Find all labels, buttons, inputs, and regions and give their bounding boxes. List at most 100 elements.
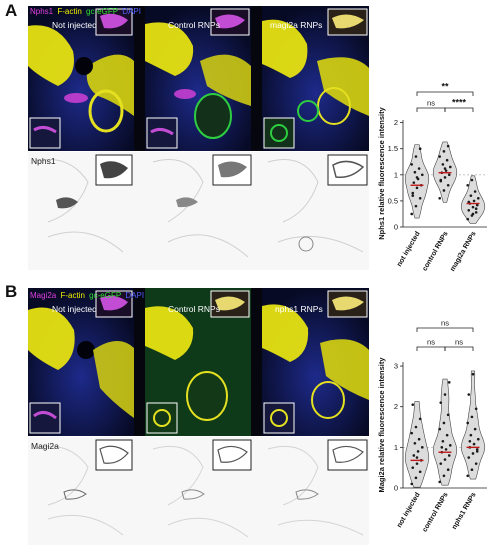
data-point [415,186,419,190]
y-tick-label: 2 [394,402,398,411]
data-point [471,205,475,209]
stain-nphs1: Nphs1 [30,7,54,16]
significance-bracket [416,107,446,112]
data-point [475,203,479,207]
data-point [418,417,422,421]
significance-bracket [416,91,474,96]
data-point [470,415,474,419]
data-point [475,450,479,453]
data-point [474,462,478,465]
stain-legend-b: Magi2a F-actin gc-eGFP DAPI [30,291,146,300]
condition-label-a-3: magi2a RNPs [270,20,323,30]
stain-gc-egfp: gc-eGFP [89,291,122,300]
data-point [413,441,417,445]
stain-legend-a: Nphs1 F-actin gc-eGFP DAPI [30,7,143,16]
data-point [474,207,478,211]
data-point [438,196,442,200]
significance-bracket [416,346,446,351]
significance-label: ns [427,338,435,347]
data-point [414,425,418,429]
violin-2 [432,378,458,486]
data-point [470,178,474,182]
grayscale-image-b [28,437,369,545]
data-point [415,462,419,465]
y-axis-label: Magi2a relative fluorescence intensity [377,357,386,493]
data-point [466,217,470,221]
x-category-label: not injected [396,231,422,269]
significance-label: ns [427,99,435,108]
data-point [442,150,446,153]
violin-3 [460,370,486,480]
data-point [410,431,414,435]
data-point [471,452,475,455]
violin-chart-a: 0 0.5 1 1.5 2 Nphs1 relative fluorescence int… [377,82,487,272]
x-category-label: not injected [396,492,422,530]
data-point [411,191,415,195]
data-point [470,468,474,472]
condition-label-b-3: nphs1 RNPs [275,304,323,314]
x-category-label: control RNPs [421,491,449,533]
data-point [472,442,476,446]
data-point [445,158,449,162]
data-point [412,454,416,457]
data-point [475,448,479,451]
y-tick-label: 1 [394,443,398,452]
data-point [468,439,472,443]
significance-label: **** [452,98,467,108]
data-point [445,433,449,437]
data-point [441,163,445,166]
data-point [442,474,446,478]
data-point [411,194,415,197]
data-point [420,446,424,449]
data-point [443,176,447,179]
data-point [447,381,451,384]
condition-label-b-2: Control RNPs [168,304,220,314]
data-point [410,212,414,216]
significance-bracket [444,107,474,112]
data-point [442,421,446,425]
data-point [446,144,450,148]
panel-letter-b: B [5,282,18,301]
data-point [443,393,447,396]
data-point [420,173,424,177]
y-tick-label: 2 [394,118,398,127]
data-point [439,178,443,182]
significance-label: ns [441,319,449,328]
data-point [474,407,478,411]
y-tick-label: 0 [394,223,398,232]
y-tick-label: 1.5 [388,144,398,153]
condition-label-a-2: Control RNPs [168,20,220,30]
x-category-label: magi2a RNPs [449,230,477,272]
stain-dapi: DAPI [125,291,145,300]
significance-label: ** [441,82,449,92]
data-point [416,450,420,453]
x-category-label: control RNPs [421,230,449,272]
data-point [476,437,480,441]
data-point [418,147,422,151]
y-tick-label: 3 [394,362,398,371]
data-point [469,433,473,437]
data-point [414,476,418,480]
data-point [473,427,477,431]
data-point [466,421,470,425]
data-point [443,458,447,461]
data-point [410,482,414,486]
significance-bracket [444,346,474,351]
panel-letter-a: A [5,1,18,20]
violin-1 [404,401,430,488]
stain-dapi: DAPI [122,7,141,16]
data-point [439,462,443,465]
data-point [415,456,419,459]
data-point [476,196,480,200]
data-point [446,468,450,472]
data-point [473,190,477,193]
data-point [467,456,471,459]
data-point [444,448,448,451]
data-point [471,212,475,216]
x-category-label: nphs1 RNPs [451,491,478,530]
data-point [466,183,470,187]
data-point [448,444,452,447]
significance-label: ns [455,338,463,347]
data-point [447,454,451,457]
data-point [469,194,473,197]
